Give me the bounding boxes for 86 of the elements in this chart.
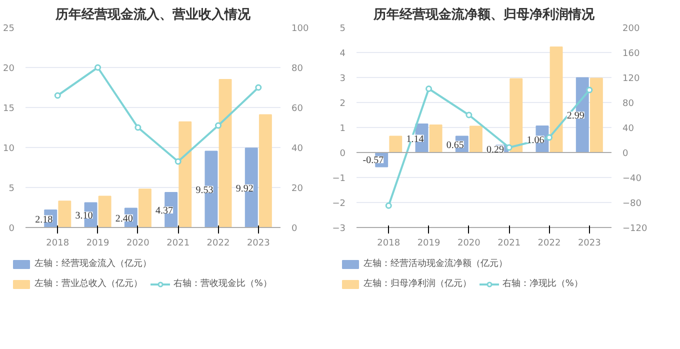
y2-tick-label: −120 bbox=[622, 224, 648, 234]
y-tick-label: −3 bbox=[332, 224, 346, 234]
x-tick-label: 2021 bbox=[498, 238, 521, 248]
bar bbox=[469, 126, 482, 153]
y2-tick-label: −40 bbox=[622, 174, 642, 184]
y-tick-label: 3 bbox=[340, 74, 346, 84]
y2-tick-label: −80 bbox=[622, 199, 642, 209]
chart-title: 历年经营现金流净额、归母净利润情况 bbox=[372, 6, 596, 22]
point bbox=[586, 86, 593, 94]
bar bbox=[178, 121, 192, 228]
data-label: 9.92 bbox=[236, 183, 254, 194]
x-tick-label: 2018 bbox=[377, 238, 400, 248]
data-label: 1.14 bbox=[406, 134, 424, 145]
y-tick-label: 5 bbox=[8, 184, 15, 194]
point bbox=[546, 134, 553, 141]
y-tick-label: 4 bbox=[340, 49, 346, 59]
x-tick-label: 2019 bbox=[417, 238, 441, 248]
y2-tick-label: 20 bbox=[292, 184, 304, 194]
y-tick-label: −2 bbox=[332, 199, 346, 209]
point bbox=[255, 84, 262, 91]
data-label: 3.10 bbox=[75, 210, 93, 222]
bar bbox=[218, 79, 232, 228]
y-tick-label: 20 bbox=[3, 64, 15, 74]
y2-tick-label: 120 bbox=[622, 74, 640, 84]
legend-label: 左轴：归母净利润（亿元） bbox=[363, 278, 472, 290]
point bbox=[174, 158, 182, 165]
x-tick-label: 2021 bbox=[166, 238, 190, 248]
point bbox=[426, 86, 432, 92]
y-tick-label: 1 bbox=[340, 124, 346, 134]
x-tick-label: 2022 bbox=[538, 238, 561, 248]
bar bbox=[138, 188, 152, 228]
point bbox=[94, 64, 102, 71]
data-label: 0.29 bbox=[486, 144, 504, 156]
y-tick-label: 10 bbox=[3, 144, 15, 154]
x-tick-label: 2023 bbox=[578, 238, 601, 248]
legend-label: 左轴：营业总收入（亿元） bbox=[34, 278, 142, 290]
point bbox=[215, 122, 222, 129]
x-tick-label: 2023 bbox=[246, 238, 270, 248]
y2-tick-label: 60 bbox=[292, 104, 304, 114]
y2-tick-label: 160 bbox=[622, 49, 640, 59]
point bbox=[506, 144, 512, 151]
y2-tick-label: 0 bbox=[292, 224, 298, 234]
y-tick-label: 25 bbox=[3, 24, 14, 34]
point bbox=[466, 112, 472, 118]
data-label: -0.57 bbox=[362, 155, 384, 166]
y2-tick-label: 40 bbox=[622, 124, 634, 134]
data-label: 2.99 bbox=[566, 110, 584, 122]
bar bbox=[58, 200, 72, 228]
y2-tick-label: 0 bbox=[622, 149, 628, 159]
x-tick-label: 2019 bbox=[86, 238, 110, 248]
y2-tick-label: 80 bbox=[622, 99, 634, 109]
data-label: 4.37 bbox=[156, 206, 174, 217]
point bbox=[385, 202, 392, 209]
legend-label: 左轴：经营现金流入（亿元） bbox=[34, 258, 152, 270]
data-label: 0.65 bbox=[446, 140, 464, 151]
x-tick-label: 2020 bbox=[457, 238, 481, 248]
bar bbox=[389, 136, 402, 153]
bar bbox=[590, 78, 603, 153]
chart-title: 历年经营现金流入、营业收入情况 bbox=[54, 6, 252, 22]
point bbox=[134, 124, 142, 131]
bar bbox=[98, 196, 112, 228]
y2-tick-label: 100 bbox=[292, 24, 309, 34]
y-tick-label: 0 bbox=[8, 224, 15, 234]
data-label: 2.40 bbox=[115, 213, 133, 224]
y2-tick-label: 200 bbox=[622, 24, 640, 34]
legend-label: 右轴：净现比（%） bbox=[502, 278, 583, 290]
bar bbox=[258, 114, 272, 228]
legend-label: 左轴：经营活动现金流净额（亿元） bbox=[363, 258, 508, 270]
point bbox=[54, 92, 61, 99]
data-label: 1.06 bbox=[526, 134, 544, 146]
data-label: 9.53 bbox=[196, 184, 214, 196]
y-tick-label: 5 bbox=[340, 24, 346, 34]
data-label: 2.18 bbox=[35, 214, 53, 226]
y-tick-label: 0 bbox=[340, 149, 346, 159]
x-tick-label: 2020 bbox=[126, 238, 150, 248]
x-tick-label: 2022 bbox=[206, 238, 230, 248]
y2-tick-label: 80 bbox=[292, 64, 304, 74]
bar bbox=[550, 46, 563, 153]
y2-tick-label: 40 bbox=[292, 144, 304, 154]
bar bbox=[429, 124, 442, 153]
y-tick-label: −1 bbox=[332, 174, 346, 184]
x-tick-label: 2018 bbox=[46, 238, 70, 248]
y-tick-label: 2 bbox=[340, 99, 346, 109]
legend-label: 右轴：营收现金比（%） bbox=[173, 278, 272, 290]
y-tick-label: 15 bbox=[3, 104, 14, 114]
bar bbox=[510, 78, 523, 153]
